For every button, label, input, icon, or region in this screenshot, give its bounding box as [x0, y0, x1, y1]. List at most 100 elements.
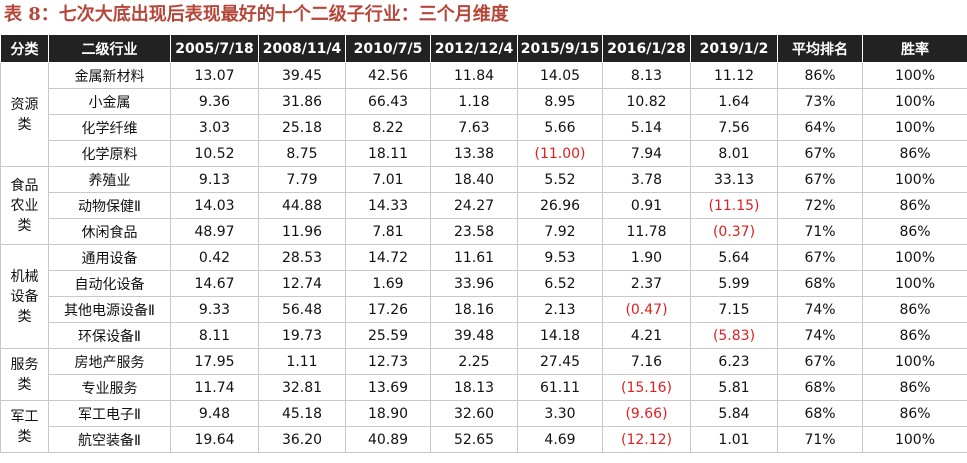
cell: 3.78: [602, 166, 691, 193]
header-cell: 分类: [0, 34, 49, 63]
cell: 26.96: [517, 192, 603, 219]
industry: 房地产服务: [48, 348, 171, 375]
cell: (15.16): [602, 374, 691, 401]
cell: 25.59: [345, 322, 431, 349]
industry: 养殖业: [48, 166, 171, 193]
cell: 42.56: [345, 62, 431, 89]
header-cell: 2010/7/5: [345, 34, 431, 63]
industry: 专业服务: [48, 374, 171, 401]
cell: 86%: [862, 296, 967, 323]
cell: 12.73: [345, 348, 431, 375]
row: 小金属 9.36 31.86 66.43 1.18 8.95 10.82 1.64 73% 100…: [1, 88, 967, 115]
cell: 5.64: [690, 244, 778, 271]
cell: 71%: [777, 426, 863, 453]
cell: 7.94: [602, 140, 691, 167]
cell: 86%: [862, 218, 967, 245]
cell: 9.33: [170, 296, 259, 323]
cell: 9.48: [170, 400, 259, 427]
cell: 13.69: [345, 374, 431, 401]
cell: 86%: [862, 400, 967, 427]
cell: 17.95: [170, 348, 259, 375]
cell: 39.48: [430, 322, 518, 349]
cell: 68%: [777, 270, 863, 297]
cell: 68%: [777, 400, 863, 427]
cell: 73%: [777, 88, 863, 115]
cell: 14.72: [345, 244, 431, 271]
row: 服务类 房地产服务 17.95 1.11 12.73 2.25 27.45 7.16 6.23 6…: [0, 348, 967, 401]
cell: 7.01: [345, 166, 431, 193]
cell: 1.01: [690, 426, 778, 453]
cell: 27.45: [517, 348, 603, 375]
cell: 13.07: [170, 62, 259, 89]
industry: 其他电源设备Ⅱ: [48, 296, 171, 323]
cell: 100%: [862, 270, 967, 297]
group-label: 军工类: [0, 400, 49, 453]
cell: 100%: [862, 166, 967, 193]
cell: 0.91: [602, 192, 691, 219]
cell: 52.65: [430, 426, 518, 453]
cell: 86%: [862, 374, 967, 401]
row: 军工类 军工电子Ⅱ 9.48 45.18 18.90 32.60 3.30 (9.66) 5.8…: [0, 400, 967, 453]
cell: 23.58: [430, 218, 518, 245]
cell: 28.53: [258, 244, 346, 271]
cell: 14.03: [170, 192, 259, 219]
cell: 7.92: [517, 218, 603, 245]
cell: 18.13: [430, 374, 518, 401]
cell: 10.82: [602, 88, 691, 115]
cell: 14.33: [345, 192, 431, 219]
row: 专业服务 11.74 32.81 13.69 18.13 61.11 (15.16) 5.81…: [1, 374, 967, 401]
cell: 5.14: [602, 114, 691, 141]
row: 食品农业类 养殖业 9.13 7.79 7.01 18.40 5.52 3.78 33.13 67…: [0, 166, 967, 245]
cell: 5.84: [690, 400, 778, 427]
cell: 6.52: [517, 270, 603, 297]
cell: 11.78: [602, 218, 691, 245]
cell: 8.75: [258, 140, 346, 167]
cell: 5.66: [517, 114, 603, 141]
cell: 86%: [862, 192, 967, 219]
industry: 化学原料: [48, 140, 171, 167]
cell: 14.05: [517, 62, 603, 89]
cell: 1.69: [345, 270, 431, 297]
cell: 19.73: [258, 322, 346, 349]
cell: 8.22: [345, 114, 431, 141]
cell: 5.99: [690, 270, 778, 297]
header-cell: 2015/9/15: [517, 34, 603, 63]
cell: 5.81: [690, 374, 778, 401]
cell: 1.64: [690, 88, 778, 115]
industry: 环保设备Ⅱ: [48, 322, 171, 349]
group-label: 服务类: [0, 348, 49, 401]
industry: 休闲食品: [48, 218, 171, 245]
cell: 12.74: [258, 270, 346, 297]
cell: 67%: [777, 244, 863, 271]
row: 其他电源设备Ⅱ 9.33 56.48 17.26 18.16 2.13 (0.47) 7.15…: [1, 296, 967, 323]
cell: 18.40: [430, 166, 518, 193]
cell: 11.61: [430, 244, 518, 271]
cell: 25.18: [258, 114, 346, 141]
header-cell: 2005/7/18: [170, 34, 259, 63]
cell: 48.97: [170, 218, 259, 245]
cell: 9.36: [170, 88, 259, 115]
cell: 64%: [777, 114, 863, 141]
row: 机械设备类 通用设备 0.42 28.53 14.72 11.61 9.53 1.90 5.64…: [0, 244, 967, 349]
cell: 74%: [777, 322, 863, 349]
cell: 8.95: [517, 88, 603, 115]
cell: 100%: [862, 348, 967, 375]
row: 化学原料 10.52 8.75 18.11 13.38 (11.00) 7.94 8.01 67…: [1, 140, 967, 167]
cell: (0.47): [602, 296, 691, 323]
cell: 7.16: [602, 348, 691, 375]
row: 资源类 金属新材料 13.07 39.45 42.56 11.84 14.05 8.13 11.…: [0, 62, 967, 167]
cell: 86%: [862, 322, 967, 349]
cell: 2.37: [602, 270, 691, 297]
cell: (9.66): [602, 400, 691, 427]
cell: 67%: [777, 140, 863, 167]
cell: 18.16: [430, 296, 518, 323]
cell: 32.60: [430, 400, 518, 427]
cell: 39.45: [258, 62, 346, 89]
cell: 13.38: [430, 140, 518, 167]
cell: 68%: [777, 374, 863, 401]
row: 航空装备Ⅱ 19.64 36.20 40.89 52.65 4.69 (12.12) 1.01…: [1, 426, 967, 453]
industry: 军工电子Ⅱ: [48, 400, 171, 427]
cell: 67%: [777, 166, 863, 193]
cell: 4.21: [602, 322, 691, 349]
cell: (12.12): [602, 426, 691, 453]
